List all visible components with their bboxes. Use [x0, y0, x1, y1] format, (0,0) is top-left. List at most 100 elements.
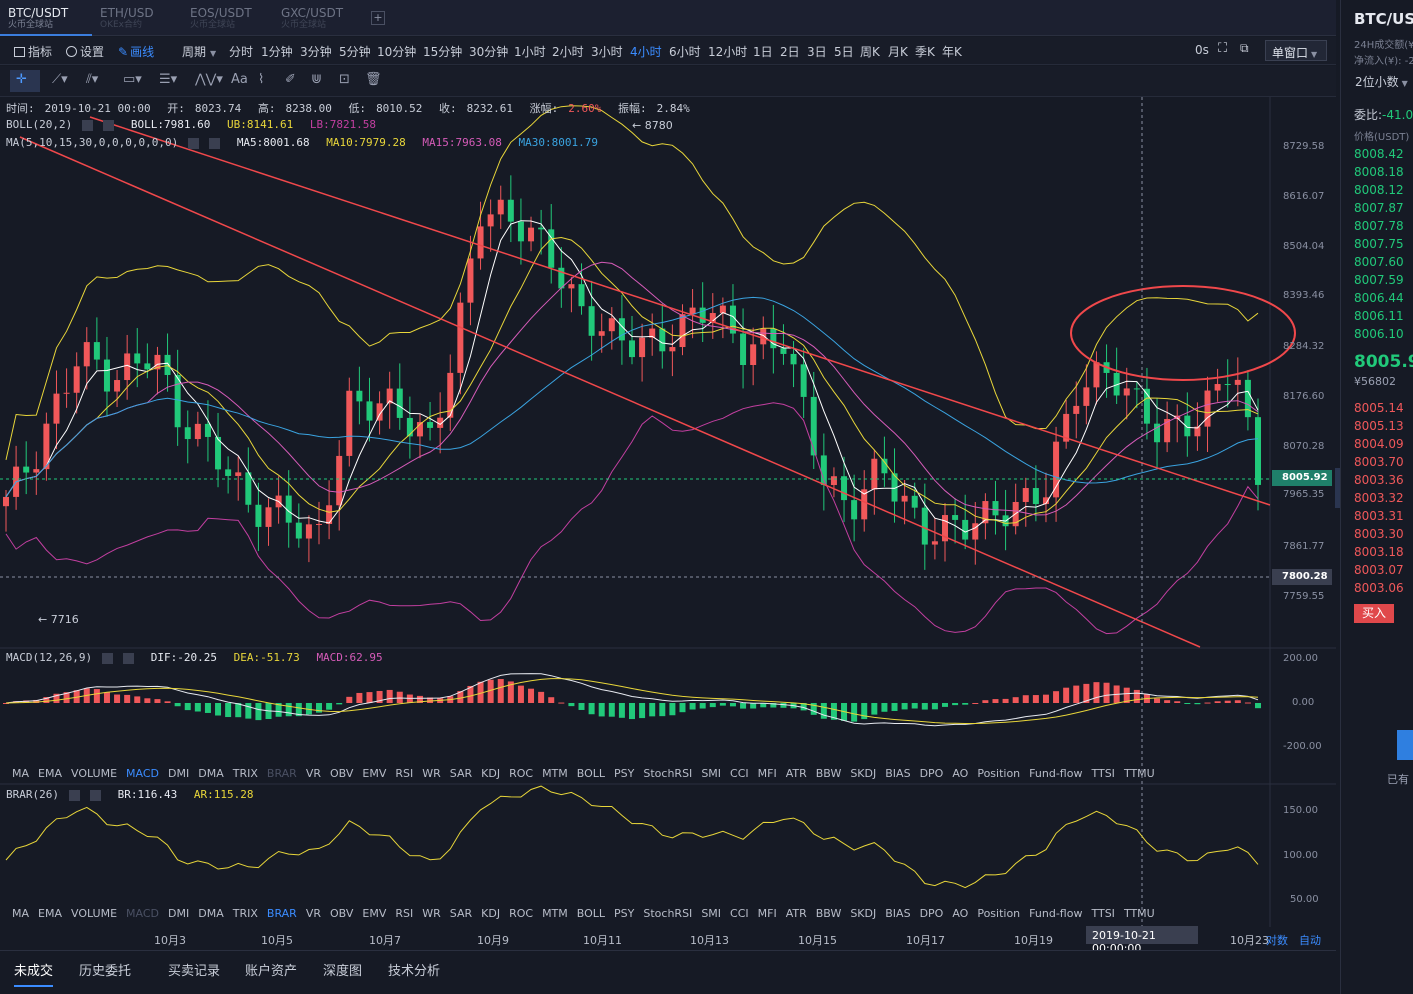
- close-icon[interactable]: [103, 119, 115, 131]
- period-dropdown[interactable]: 周期 ▼: [182, 43, 216, 60]
- buy-button[interactable]: 买入: [1354, 604, 1394, 623]
- trash-icon[interactable]: 🗑: [365, 72, 382, 87]
- popout-icon[interactable]: ⧉: [1240, 41, 1249, 55]
- tab-btc-usdt[interactable]: BTC/USDT 火币全球站: [0, 0, 92, 36]
- bid-price[interactable]: 8003.30: [1354, 527, 1404, 541]
- bid-price[interactable]: 8003.18: [1354, 545, 1404, 559]
- indicator-rsi[interactable]: RSI: [395, 907, 414, 920]
- indicator-obv[interactable]: OBV: [330, 907, 354, 920]
- period-12[interactable]: 12小时: [708, 45, 748, 59]
- indicator-atr[interactable]: ATR: [785, 907, 807, 920]
- indicator-fund-flow[interactable]: Fund-flow: [1029, 907, 1083, 920]
- collapse-handle[interactable]: [1397, 730, 1413, 760]
- indicator-trix[interactable]: TRIX: [232, 907, 258, 920]
- indicator-dpo[interactable]: DPO: [919, 907, 944, 920]
- lock-icon[interactable]: ⊡: [339, 72, 350, 87]
- window-mode-dropdown[interactable]: 单窗口 ▼: [1265, 40, 1327, 61]
- indicator-boll[interactable]: BOLL: [576, 907, 606, 920]
- indicator-vr[interactable]: VR: [305, 907, 321, 920]
- indicator-brar[interactable]: BRAR: [266, 767, 297, 780]
- tab-gxc-usdt[interactable]: GXC/USDT 火币全球站: [273, 0, 363, 36]
- indicator-brar[interactable]: BRAR: [266, 907, 297, 920]
- tab-eos-usdt[interactable]: EOS/USDT 火币全球站: [182, 0, 272, 36]
- indicator-roc[interactable]: ROC: [509, 767, 534, 780]
- close-icon[interactable]: [123, 652, 135, 664]
- indicator-ttmu[interactable]: TTMU: [1123, 907, 1155, 920]
- bottom-tab-1[interactable]: 历史委托: [79, 964, 132, 979]
- indicator-stochrsi[interactable]: StochRSI: [643, 907, 693, 920]
- indicator-bbw[interactable]: BBW: [815, 767, 842, 780]
- gear-icon[interactable]: [82, 119, 94, 131]
- ask-price[interactable]: 8008.12: [1354, 183, 1404, 197]
- indicator-sar[interactable]: SAR: [449, 907, 473, 920]
- indicator-macd[interactable]: MACD: [126, 907, 160, 920]
- indicator-ma[interactable]: MA: [12, 767, 30, 780]
- indicator-mfi[interactable]: MFI: [757, 767, 777, 780]
- bid-price[interactable]: 8003.70: [1354, 455, 1404, 469]
- trendline-icon[interactable]: ⟋▾: [52, 72, 68, 87]
- ask-price[interactable]: 8006.44: [1354, 291, 1404, 305]
- gear-icon[interactable]: [68, 789, 80, 801]
- indicator-cci[interactable]: CCI: [730, 907, 749, 920]
- fullscreen-icon[interactable]: ⛶: [1218, 41, 1228, 56]
- draw-button[interactable]: ✎ 画线: [118, 43, 154, 60]
- indicator-ttmu[interactable]: TTMU: [1123, 767, 1155, 780]
- indicator-boll[interactable]: BOLL: [576, 767, 606, 780]
- gear-icon[interactable]: [102, 652, 114, 664]
- wave-icon[interactable]: ⋀⋁▾: [195, 72, 223, 87]
- ask-price[interactable]: 8008.18: [1354, 165, 1404, 179]
- indicator-ema[interactable]: EMA: [38, 907, 62, 920]
- bid-price[interactable]: 8003.06: [1354, 581, 1404, 595]
- bid-price[interactable]: 8003.31: [1354, 509, 1404, 523]
- magnet-icon[interactable]: ⋓: [311, 72, 322, 87]
- close-icon[interactable]: [89, 789, 101, 801]
- indicator-position[interactable]: Position: [977, 767, 1021, 780]
- bottom-tab-5[interactable]: 技术分析: [388, 964, 441, 979]
- period-16[interactable]: 5日: [834, 45, 854, 59]
- gear-icon[interactable]: [188, 137, 200, 149]
- indicator-ao[interactable]: AO: [952, 767, 969, 780]
- period-3[interactable]: 5分钟: [339, 45, 371, 59]
- period-19[interactable]: 季K: [915, 45, 935, 59]
- indicator-smi[interactable]: SMI: [701, 907, 722, 920]
- indicator-wr[interactable]: WR: [422, 907, 441, 920]
- period-9[interactable]: 3小时: [591, 45, 623, 59]
- indicator-trix[interactable]: TRIX: [232, 767, 258, 780]
- period-6[interactable]: 30分钟: [469, 45, 509, 59]
- indicator-emv[interactable]: EMV: [362, 767, 387, 780]
- indicator-rsi[interactable]: RSI: [395, 767, 414, 780]
- period-17[interactable]: 周K: [860, 45, 880, 59]
- bottom-tab-4[interactable]: 深度图: [323, 964, 363, 979]
- indicator-ao[interactable]: AO: [952, 907, 969, 920]
- parallel-line-icon[interactable]: ⫽▾: [86, 72, 99, 87]
- ask-price[interactable]: 8007.78: [1354, 219, 1404, 233]
- ask-price[interactable]: 8008.42: [1354, 147, 1404, 161]
- ask-price[interactable]: 8007.59: [1354, 273, 1404, 287]
- bid-price[interactable]: 8003.32: [1354, 491, 1404, 505]
- indicator-mfi[interactable]: MFI: [757, 907, 777, 920]
- add-tab-icon[interactable]: +: [371, 11, 385, 25]
- indicator-dma[interactable]: DMA: [198, 907, 224, 920]
- indicator-ttsi[interactable]: TTSI: [1091, 767, 1115, 780]
- indicator-bias[interactable]: BIAS: [885, 767, 911, 780]
- indicator-skdj[interactable]: SKDJ: [850, 907, 877, 920]
- period-4[interactable]: 10分钟: [377, 45, 417, 59]
- crosshair-icon[interactable]: ✛: [10, 70, 40, 92]
- log-scale-toggle[interactable]: 对数: [1266, 934, 1288, 947]
- indicator-dpo[interactable]: DPO: [919, 767, 944, 780]
- period-7[interactable]: 1小时: [514, 45, 546, 59]
- indicator-cci[interactable]: CCI: [730, 767, 749, 780]
- indicator-smi[interactable]: SMI: [701, 767, 722, 780]
- period-2[interactable]: 3分钟: [300, 45, 332, 59]
- bid-price[interactable]: 8004.09: [1354, 437, 1404, 451]
- period-11[interactable]: 6小时: [669, 45, 701, 59]
- settings-button[interactable]: 设置: [66, 43, 104, 60]
- close-icon[interactable]: [209, 137, 221, 149]
- bid-price[interactable]: 8005.13: [1354, 419, 1404, 433]
- bid-price[interactable]: 8003.36: [1354, 473, 1404, 487]
- indicator-volume[interactable]: VOLUME: [70, 767, 118, 780]
- indicator-vr[interactable]: VR: [305, 767, 321, 780]
- indicator-fund-flow[interactable]: Fund-flow: [1029, 767, 1083, 780]
- indicator-button[interactable]: 指标: [14, 43, 52, 60]
- period-18[interactable]: 月K: [888, 45, 908, 59]
